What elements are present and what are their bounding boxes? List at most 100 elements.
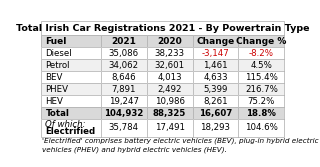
Text: -3,147: -3,147	[202, 49, 229, 58]
Bar	[193, 95, 238, 107]
Bar	[193, 95, 238, 107]
Bar	[147, 107, 193, 119]
Text: 104,932: 104,932	[104, 109, 143, 118]
Bar	[41, 59, 101, 71]
Bar	[101, 59, 147, 71]
Bar	[101, 107, 147, 119]
Text: 2020: 2020	[157, 37, 182, 46]
Text: -8.2%: -8.2%	[249, 49, 274, 58]
Bar	[238, 35, 284, 47]
Bar	[238, 71, 284, 83]
Bar	[147, 47, 193, 59]
Bar	[147, 95, 193, 107]
Bar	[238, 47, 284, 59]
Bar	[193, 47, 238, 59]
Bar	[193, 107, 238, 119]
Bar	[238, 119, 284, 137]
Bar	[101, 71, 147, 83]
Bar	[147, 119, 193, 137]
Text: 18,293: 18,293	[200, 123, 230, 132]
Text: 8,646: 8,646	[111, 73, 136, 82]
Bar	[147, 35, 193, 47]
Text: 216.7%: 216.7%	[245, 85, 278, 94]
Text: 75.2%: 75.2%	[248, 97, 275, 106]
Bar	[41, 59, 101, 71]
Bar	[238, 35, 284, 47]
Bar	[193, 47, 238, 59]
Bar	[101, 83, 147, 95]
Bar	[238, 83, 284, 95]
Bar	[41, 83, 101, 95]
Bar	[238, 107, 284, 119]
Bar	[238, 59, 284, 71]
Bar	[101, 47, 147, 59]
Bar	[101, 35, 147, 47]
Text: 38,233: 38,233	[155, 49, 185, 58]
Bar	[41, 107, 101, 119]
Bar	[238, 95, 284, 107]
Text: 35,086: 35,086	[108, 49, 139, 58]
Bar	[238, 59, 284, 71]
Bar	[147, 119, 193, 137]
Text: 4,013: 4,013	[157, 73, 182, 82]
Text: 7,891: 7,891	[111, 85, 136, 94]
Bar	[193, 71, 238, 83]
Bar	[193, 35, 238, 47]
Bar	[41, 83, 101, 95]
Bar	[101, 95, 147, 107]
Text: PHEV: PHEV	[45, 85, 68, 94]
Text: 2021: 2021	[111, 37, 136, 46]
Bar	[147, 83, 193, 95]
Bar	[193, 83, 238, 95]
Text: 35,784: 35,784	[108, 123, 139, 132]
Bar	[147, 59, 193, 71]
Text: 17,491: 17,491	[155, 123, 185, 132]
Bar	[193, 119, 238, 137]
Bar	[193, 83, 238, 95]
Bar	[101, 95, 147, 107]
Bar	[41, 35, 101, 47]
Bar	[101, 47, 147, 59]
Bar	[41, 47, 101, 59]
Bar	[41, 95, 101, 107]
Text: 104.6%: 104.6%	[245, 123, 278, 132]
Text: Fuel: Fuel	[45, 37, 67, 46]
Text: 34,062: 34,062	[108, 61, 139, 70]
Text: 5,399: 5,399	[203, 85, 228, 94]
Bar	[147, 71, 193, 83]
Text: 1,461: 1,461	[203, 61, 228, 70]
Bar	[147, 35, 193, 47]
Text: Of which:: Of which:	[45, 120, 86, 129]
Text: Total Irish Car Registrations 2021 - By Powertrain Type: Total Irish Car Registrations 2021 - By …	[16, 24, 309, 33]
Bar	[41, 119, 101, 137]
Text: 19,247: 19,247	[109, 97, 139, 106]
Bar	[41, 21, 284, 35]
Bar	[147, 71, 193, 83]
Bar	[101, 35, 147, 47]
Bar	[238, 95, 284, 107]
Bar	[193, 59, 238, 71]
Bar	[147, 59, 193, 71]
Bar	[238, 47, 284, 59]
Text: 8,261: 8,261	[203, 97, 228, 106]
Text: 16,607: 16,607	[199, 109, 232, 118]
Text: 88,325: 88,325	[153, 109, 186, 118]
Bar	[238, 107, 284, 119]
Text: Change %: Change %	[236, 37, 286, 46]
Bar	[101, 59, 147, 71]
Bar	[41, 47, 101, 59]
Bar	[101, 119, 147, 137]
Text: 4,633: 4,633	[203, 73, 228, 82]
Text: 2,492: 2,492	[157, 85, 182, 94]
Bar	[41, 71, 101, 83]
Bar	[41, 71, 101, 83]
Bar	[193, 107, 238, 119]
Text: HEV: HEV	[45, 97, 63, 106]
Bar	[101, 119, 147, 137]
Bar	[41, 119, 101, 137]
Bar	[147, 107, 193, 119]
Bar	[41, 107, 101, 119]
Text: Electrified: Electrified	[45, 127, 96, 136]
Text: 10,986: 10,986	[155, 97, 185, 106]
Bar	[193, 119, 238, 137]
